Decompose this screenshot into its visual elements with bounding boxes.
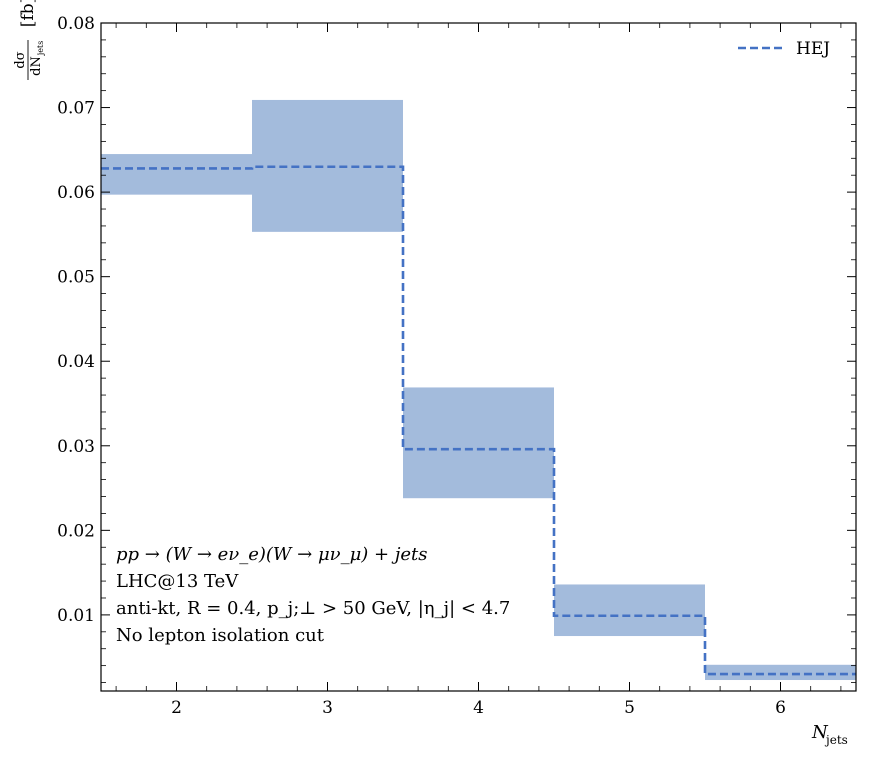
annotation-process: pp → (W → eν_e)(W → μν_μ) + jets	[116, 544, 428, 565]
series-lines	[101, 165, 856, 676]
annotation-collider: LHC@13 TeV	[116, 571, 239, 592]
y-axis-label: dσ dN jets [fb]	[13, 0, 45, 80]
y-axis-unit: [fb]	[18, 0, 38, 27]
band-bin-5	[705, 664, 856, 681]
band-bin-1	[101, 154, 252, 195]
y-axis-numerator: dσ	[13, 51, 28, 68]
x-axis-label-main: N	[811, 722, 829, 743]
x-tick-label: 6	[775, 698, 786, 718]
y-axis-denominator: dN	[29, 56, 44, 76]
x-tick-label: 4	[473, 698, 484, 718]
annotation-isolation: No lepton isolation cut	[116, 625, 325, 646]
x-tick-label: 5	[624, 698, 635, 718]
x-axis-label: N jets	[811, 722, 848, 747]
y-tick-label: 0.03	[57, 437, 95, 457]
y-tick-label: 0.05	[57, 268, 95, 288]
y-tick-label: 0.04	[57, 352, 95, 372]
tick-labels: 0.01 0.02 0.03 0.04 0.05 0.06 0.07 0.08 2 3 4 5 6	[57, 14, 786, 718]
legend: HEJ	[738, 39, 830, 59]
y-tick-label: 0.08	[57, 14, 95, 34]
y-tick-label: 0.02	[57, 521, 95, 541]
x-tick-label: 3	[322, 698, 333, 718]
axis-ticks	[101, 22, 856, 691]
y-tick-label: 0.01	[57, 606, 95, 626]
uncertainty-bands	[101, 99, 856, 681]
y-tick-label: 0.07	[57, 99, 95, 119]
x-tick-label: 2	[171, 698, 182, 718]
annotation-jet-cuts: anti-kt, R = 0.4, p_j;⊥ > 50 GeV, |η_j| …	[116, 598, 510, 619]
annotation-block: pp → (W → eν_e)(W → μν_μ) + jets LHC@13 …	[116, 544, 510, 646]
hej-step-line	[101, 165, 856, 676]
y-tick-label: 0.06	[57, 183, 95, 203]
y-axis-denominator-sub: jets	[36, 41, 45, 57]
legend-label-hej: HEJ	[796, 39, 830, 59]
x-axis-label-sub: jets	[824, 733, 848, 747]
band-bin-4	[554, 584, 705, 637]
band-bin-3	[403, 387, 554, 499]
